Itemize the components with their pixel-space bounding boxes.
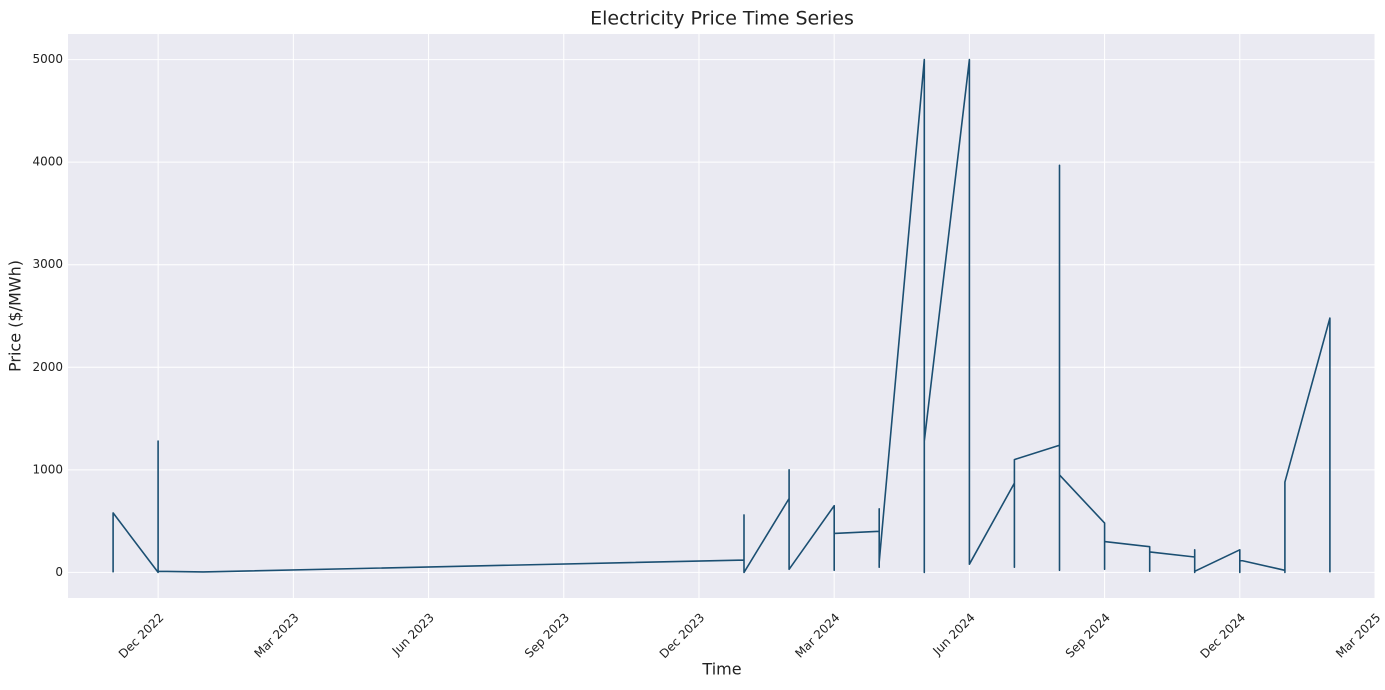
series-line <box>112 58 1331 574</box>
chart-title: Electricity Price Time Series <box>590 8 854 30</box>
x-tick-label: Dec 2022 <box>116 610 167 661</box>
x-tick-label: Mar 2024 <box>792 610 842 660</box>
x-tick-label: Dec 2024 <box>1198 610 1249 661</box>
x-axis-label: Time <box>701 660 741 679</box>
x-tick-label: Jun 2024 <box>930 610 978 658</box>
x-tick-label: Mar 2023 <box>251 610 301 660</box>
x-tick-label: Sep 2024 <box>1063 610 1113 660</box>
x-tick-label: Sep 2023 <box>522 610 572 660</box>
y-tick-label: 4000 <box>32 155 63 169</box>
x-tick-label: Mar 2025 <box>1333 610 1383 660</box>
y-tick-label: 3000 <box>32 257 63 271</box>
x-tick-label: Dec 2023 <box>657 610 708 661</box>
y-tick-label: 5000 <box>32 52 63 66</box>
y-tick-label: 0 <box>55 565 63 579</box>
y-tick-label: 2000 <box>32 360 63 374</box>
y-axis-label: Price ($/MWh) <box>6 260 25 372</box>
y-tick-label: 1000 <box>32 462 63 476</box>
plot-area <box>68 34 1375 598</box>
x-tick-label: Jun 2023 <box>389 610 437 658</box>
